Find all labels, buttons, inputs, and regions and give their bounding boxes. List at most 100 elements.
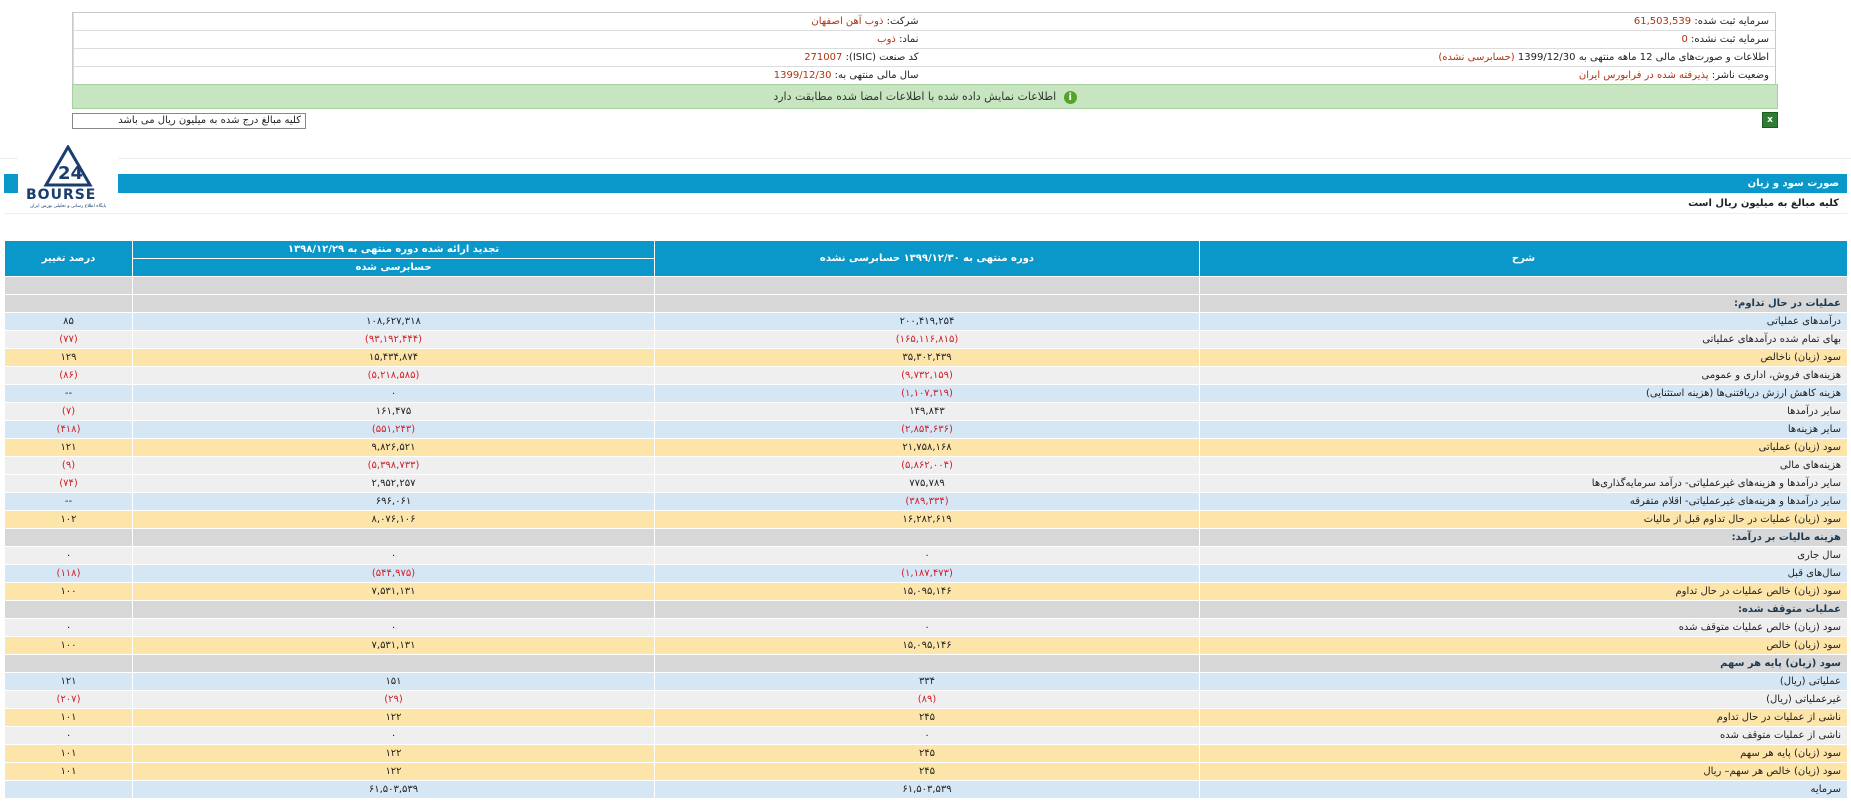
table-row: [4, 276, 1848, 295]
header-row: کد صنعت (ISIC): 271007 اطلاعات و صورت‌های…: [73, 49, 1775, 67]
cell-desc: سود (زیان) پایه هر سهم: [1199, 744, 1848, 763]
cell-previous: ۱۵,۴۳۴,۸۷۴: [132, 348, 655, 367]
cell-current: ۲۴۵: [654, 762, 1200, 781]
header-cell-left: سرمایه ثبت نشده: 0: [925, 31, 1776, 48]
cell-desc: سال‌های قبل: [1199, 564, 1848, 583]
bourse-logo: 24 BOURSE پایگاه اطلاع رسانی و تحلیلی بو…: [18, 144, 118, 213]
cell-previous: ۰: [132, 618, 655, 637]
table-row: ناشی از عملیات متوقف شده ۰ ۰ ۰: [4, 726, 1848, 745]
table-row: سود (زیان) ناخالص ۳۵,۳۰۲,۴۳۹ ۱۵,۴۳۴,۸۷۴ ۱۲۹: [4, 348, 1848, 367]
cell-previous: ۸,۰۷۶,۱۰۶: [132, 510, 655, 529]
section-row: سود (زیان) پایه هر سهم: [4, 654, 1848, 673]
cell-change: ۰: [4, 726, 133, 745]
cell-desc: درآمدهای عملیاتی: [1199, 312, 1848, 331]
cell-change: (۴۱۸): [4, 420, 133, 439]
cell-previous: [132, 600, 655, 619]
table-row: غیرعملیاتی (ریال) (۸۹) (۲۹) (۲۰۷): [4, 690, 1848, 709]
cell-desc: سایر هزینه‌ها: [1199, 420, 1848, 439]
cell-desc: [1199, 276, 1848, 295]
cell-desc: سود (زیان) خالص عملیات در حال تداوم: [1199, 582, 1848, 601]
header-cell-left: اطلاعات و صورت‌های مالی 12 ماهه منتهی به…: [925, 49, 1776, 66]
col-header-previous: تجدید ارائه شده دوره منتهی به ۱۳۹۸/۱۲/۲۹: [132, 240, 655, 259]
col-header-desc: شرح: [1199, 240, 1848, 277]
cell-previous: ۰: [132, 384, 655, 403]
cell-desc: سایر درآمدها و هزینه‌های غیرعملیاتی- اقل…: [1199, 492, 1848, 511]
cell-current: (۳۸۹,۳۳۴): [654, 492, 1200, 511]
header-cell-left: وضعیت ناشر: پذیرفته شده در فرابورس ایران: [925, 67, 1776, 84]
cell-change: (۹): [4, 456, 133, 475]
cell-previous: ۱۵۱: [132, 672, 655, 691]
table-row: سود (زیان) خالص عملیات در حال تداوم ۱۵,۰۹…: [4, 582, 1848, 601]
header-value: 0: [1681, 34, 1688, 45]
cell-current: ۲۱,۷۵۸,۱۶۸: [654, 438, 1200, 457]
header-cell-right: نماد: ذوب: [73, 31, 925, 48]
cell-change: (۷۷): [4, 330, 133, 349]
table-row: هزینه‌های فروش، اداری و عمومی (۹,۷۳۲,۱۵۹)…: [4, 366, 1848, 385]
cell-change: [4, 600, 133, 619]
cell-change: ۱۲۱: [4, 438, 133, 457]
cell-desc: عملیات در حال تداوم:: [1199, 294, 1848, 313]
table-row: سایر درآمدها ۱۴۹,۸۴۳ ۱۶۱,۴۷۵ (۷): [4, 402, 1848, 421]
excel-export-icon[interactable]: x: [1762, 112, 1778, 128]
cell-current: ۰: [654, 726, 1200, 745]
cell-change: [4, 294, 133, 313]
cell-change: [4, 528, 133, 547]
table-row: هزینه‌های مالی (۵,۸۶۲,۰۰۴) (۵,۳۹۸,۷۳۳) (۹): [4, 456, 1848, 475]
cell-previous: ۹,۸۲۶,۵۲۱: [132, 438, 655, 457]
cell-previous: [132, 294, 655, 313]
cell-previous: (۵۴۴,۹۷۵): [132, 564, 655, 583]
cell-change: (۸۶): [4, 366, 133, 385]
cell-desc: عملیات متوقف شده:: [1199, 600, 1848, 619]
header-cell-right: شرکت: ذوب آهن اصفهان: [73, 13, 925, 30]
cell-previous: ۱۰۸,۶۲۷,۳۱۸: [132, 312, 655, 331]
cell-change: [4, 276, 133, 295]
cell-desc: سرمایه: [1199, 780, 1848, 799]
cell-desc: هزینه‌های فروش، اداری و عمومی: [1199, 366, 1848, 385]
header-label: شرکت:: [886, 16, 919, 27]
cell-change: ۸۵: [4, 312, 133, 331]
header-value: 1399/12/30: [773, 70, 832, 81]
table-row: عملیاتی (ریال) ۳۳۴ ۱۵۱ ۱۲۱: [4, 672, 1848, 691]
cell-previous: (۵,۲۱۸,۵۸۵): [132, 366, 655, 385]
cell-desc: سود (زیان) خالص: [1199, 636, 1848, 655]
match-notice: i اطلاعات نمایش داده شده با اطلاعات امضا…: [72, 84, 1778, 109]
cell-current: (۱۶۵,۱۱۶,۸۱۵): [654, 330, 1200, 349]
cell-current: [654, 654, 1200, 673]
table-row: سال‌های قبل (۱,۱۸۷,۴۷۳) (۵۴۴,۹۷۵) (۱۱۸): [4, 564, 1848, 583]
cell-desc: سود (زیان) عملیاتی: [1199, 438, 1848, 457]
table-row: سایر هزینه‌ها (۲,۸۵۴,۶۳۶) (۵۵۱,۲۴۳) (۴۱۸): [4, 420, 1848, 439]
header-value: 61,503,539: [1633, 16, 1692, 27]
notice-text: اطلاعات نمایش داده شده با اطلاعات امضا ش…: [773, 90, 1057, 103]
header-value: ذوب: [877, 34, 896, 45]
cell-change: ۱۰۱: [4, 762, 133, 781]
table-row: هزینه کاهش ارزش دریافتنی‌ها (هزینه استثن…: [4, 384, 1848, 403]
cell-change: ۱۰۰: [4, 582, 133, 601]
cell-current: ۳۵,۳۰۲,۴۳۹: [654, 348, 1200, 367]
cell-current: [654, 600, 1200, 619]
col-header-previous-sub: حسابرسی شده: [132, 258, 655, 277]
cell-current: ۱۴۹,۸۴۳: [654, 402, 1200, 421]
table-row: سرمایه ۶۱,۵۰۳,۵۳۹ ۶۱,۵۰۳,۵۳۹: [4, 780, 1848, 799]
cell-change: ۱۰۰: [4, 636, 133, 655]
table-row: سود (زیان) خالص هر سهم– ریال ۲۴۵ ۱۲۲ ۱۰۱: [4, 762, 1848, 781]
cell-desc: ناشی از عملیات متوقف شده: [1199, 726, 1848, 745]
unit-note-box: کلیه مبالغ درج شده به میلیون ریال می باش…: [72, 113, 306, 129]
cell-previous: ۱۲۲: [132, 762, 655, 781]
logo-wordmark: BOURSE: [26, 187, 97, 203]
cell-current: ۲۰۰,۴۱۹,۲۵۴: [654, 312, 1200, 331]
cell-previous: (۲۹): [132, 690, 655, 709]
table-row: سود (زیان) خالص ۱۵,۰۹۵,۱۴۶ ۷,۵۳۱,۱۳۱ ۱۰۰: [4, 636, 1848, 655]
cell-previous: ۷,۵۳۱,۱۳۱: [132, 582, 655, 601]
section-row: عملیات متوقف شده:: [4, 600, 1848, 619]
header-cell-left: سرمایه ثبت شده: 61,503,539: [925, 13, 1776, 30]
cell-previous: ۱۲۲: [132, 744, 655, 763]
header-label: اطلاعات و صورت‌های مالی 12 ماهه منتهی به…: [1517, 52, 1769, 63]
cell-current: ۰: [654, 618, 1200, 637]
header-cell-right: سال مالی منتهی به: 1399/12/30: [73, 67, 925, 84]
cell-current: ۱۶,۲۸۲,۶۱۹: [654, 510, 1200, 529]
cell-change: (۱۱۸): [4, 564, 133, 583]
cell-desc: غیرعملیاتی (ریال): [1199, 690, 1848, 709]
cell-change: ۰: [4, 618, 133, 637]
cell-current: ۰: [654, 546, 1200, 565]
cell-desc: سود (زیان) عملیات در حال تداوم قبل از ما…: [1199, 510, 1848, 529]
